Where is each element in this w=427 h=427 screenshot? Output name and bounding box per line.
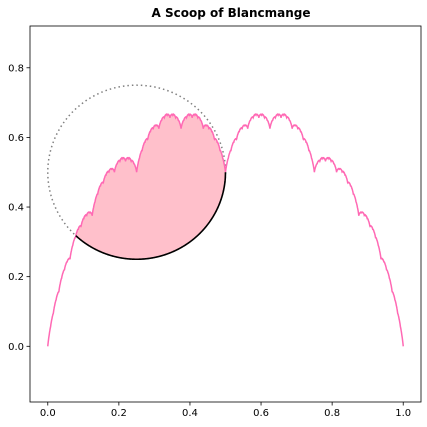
y-tick-label: 0.4 <box>8 203 24 214</box>
x-tick-label: 0.8 <box>324 408 340 419</box>
y-tick-label: 0.6 <box>8 133 24 144</box>
x-tick-label: 0.2 <box>111 408 127 419</box>
x-tick-label: 0.4 <box>182 408 198 419</box>
scoop-arc <box>75 172 227 261</box>
y-tick-label: 0.8 <box>8 63 24 74</box>
plot-area <box>29 25 422 403</box>
x-axis: 0.0 0.2 0.4 0.6 0.8 1.0 <box>40 402 411 419</box>
x-tick-label: 0.0 <box>40 408 56 419</box>
y-tick-label: 0.0 <box>8 342 24 353</box>
x-tick-label: 0.6 <box>253 408 269 419</box>
axes-frame <box>29 25 422 403</box>
y-tick-label: 0.2 <box>8 272 24 283</box>
scoop-fill <box>75 114 226 260</box>
x-tick-label: 1.0 <box>395 408 411 419</box>
y-axis: 0.0 0.2 0.4 0.6 0.8 <box>8 63 30 353</box>
chart-title: A Scoop of Blancmange <box>151 6 310 20</box>
